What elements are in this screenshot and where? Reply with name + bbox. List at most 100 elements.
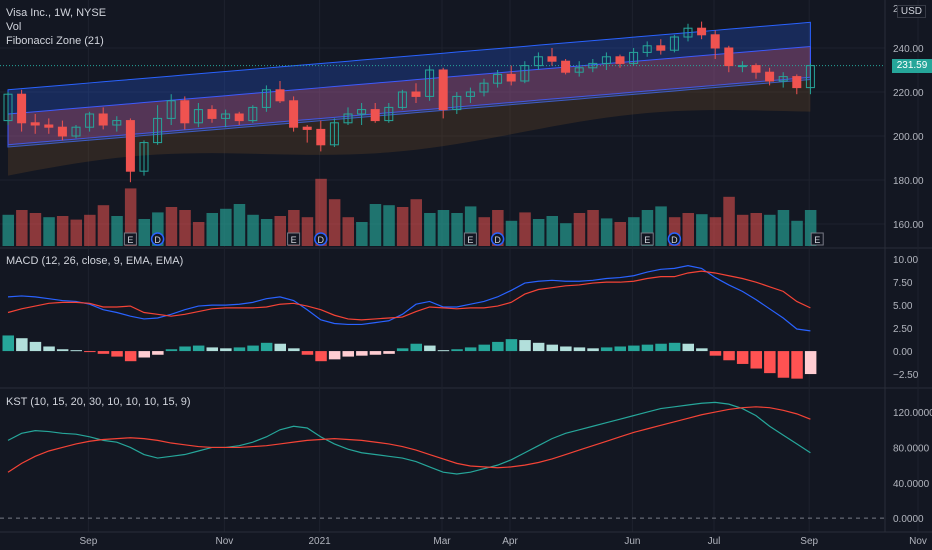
candle-down[interactable] xyxy=(697,27,707,36)
candle-up[interactable] xyxy=(493,73,503,84)
candle-up[interactable] xyxy=(629,51,639,64)
symbol-title[interactable]: Visa Inc., 1W, NYSE xyxy=(6,7,107,19)
candle-up[interactable] xyxy=(329,122,339,146)
candle-up[interactable] xyxy=(479,82,489,93)
candle-up[interactable] xyxy=(166,100,176,119)
macd-pane[interactable] xyxy=(2,265,817,379)
candle-down[interactable] xyxy=(275,89,285,102)
candle-up[interactable] xyxy=(465,91,475,97)
dividend-marker[interactable]: D xyxy=(490,232,505,246)
volume-bar xyxy=(124,188,137,246)
macd-line[interactable] xyxy=(7,265,811,332)
marker-letter: D xyxy=(318,235,325,245)
kst-legend[interactable]: KST (10, 15, 20, 30, 10, 10, 10, 15, 9) xyxy=(6,395,190,409)
candle-down[interactable] xyxy=(302,126,312,130)
kst-y-tick: 120.0000 xyxy=(893,408,932,419)
candle-up[interactable] xyxy=(357,109,367,115)
earnings-marker[interactable]: E xyxy=(810,232,824,246)
candle-down[interactable] xyxy=(17,93,27,124)
candle-down[interactable] xyxy=(370,109,380,122)
candle-down[interactable] xyxy=(724,47,734,67)
candle-up[interactable] xyxy=(574,67,584,73)
x-tick-label: Mar xyxy=(433,536,451,547)
candle-down[interactable] xyxy=(57,126,67,137)
candle-up[interactable] xyxy=(737,65,747,68)
candle-up[interactable] xyxy=(452,95,462,111)
kst-pane[interactable] xyxy=(0,401,885,519)
candle-up[interactable] xyxy=(85,113,95,128)
candle-down[interactable] xyxy=(44,124,54,128)
candle-up[interactable] xyxy=(588,62,598,69)
y-tick-label: 240.00 xyxy=(893,44,924,55)
marker-letter: E xyxy=(467,235,473,245)
candle-down[interactable] xyxy=(30,122,40,126)
candle-down[interactable] xyxy=(234,113,244,122)
candle-down[interactable] xyxy=(792,76,802,89)
candle-down[interactable] xyxy=(125,120,135,172)
kst-line[interactable] xyxy=(7,401,811,475)
candle-down[interactable] xyxy=(751,65,761,73)
volume-bar xyxy=(356,222,368,246)
candle-up[interactable] xyxy=(71,126,81,137)
candle-down[interactable] xyxy=(561,60,571,73)
vol-legend[interactable]: Vol xyxy=(6,21,22,33)
earnings-marker[interactable]: E xyxy=(640,232,654,246)
candle-down[interactable] xyxy=(411,91,421,97)
candle-up[interactable] xyxy=(3,93,13,122)
candle-up[interactable] xyxy=(805,65,815,89)
macd-signal-line[interactable] xyxy=(7,270,811,321)
candle-up[interactable] xyxy=(193,109,203,124)
candle-down[interactable] xyxy=(765,71,775,82)
candle-down[interactable] xyxy=(506,73,516,82)
candle-down[interactable] xyxy=(547,56,557,62)
macd-y-tick: 10.00 xyxy=(893,255,918,266)
candle-down[interactable] xyxy=(98,113,108,126)
macd-legend[interactable]: MACD (12, 26, close, 9, EMA, EMA) xyxy=(6,254,183,268)
volume-bar xyxy=(111,216,123,246)
fib-legend[interactable]: Fibonacci Zone (21) xyxy=(6,35,104,47)
candle-up[interactable] xyxy=(139,142,149,172)
x-tick-label: Sep xyxy=(800,536,818,547)
candle-down[interactable] xyxy=(316,128,326,146)
kst-signal-line[interactable] xyxy=(7,406,811,473)
candle-up[interactable] xyxy=(601,56,611,64)
candle-down[interactable] xyxy=(289,100,299,128)
candle-down[interactable] xyxy=(710,34,720,49)
earnings-marker[interactable]: E xyxy=(123,232,137,246)
candle-up[interactable] xyxy=(683,27,693,38)
candle-up[interactable] xyxy=(397,91,407,108)
earnings-marker[interactable]: E xyxy=(463,232,477,246)
candle-up[interactable] xyxy=(384,106,394,122)
volume-bar xyxy=(478,217,490,246)
currency-button[interactable]: USD xyxy=(896,5,926,18)
candle-up[interactable] xyxy=(153,117,163,144)
candle-up[interactable] xyxy=(642,45,652,53)
marker-letter: D xyxy=(671,235,678,245)
candle-up[interactable] xyxy=(221,113,231,119)
candle-up[interactable] xyxy=(533,56,543,67)
price-candles[interactable] xyxy=(3,21,815,183)
candle-up[interactable] xyxy=(343,113,353,124)
candle-up[interactable] xyxy=(520,65,530,82)
candle-up[interactable] xyxy=(778,76,788,82)
candle-up[interactable] xyxy=(669,36,679,51)
candle-up[interactable] xyxy=(248,106,258,122)
dividend-marker[interactable]: D xyxy=(314,232,328,246)
candle-up[interactable] xyxy=(112,120,122,126)
dividend-circle xyxy=(150,232,165,246)
volume-bar xyxy=(342,217,354,246)
candle-up[interactable] xyxy=(425,69,435,97)
candle-up[interactable] xyxy=(261,89,271,108)
earnings-marker[interactable]: E xyxy=(287,232,301,246)
candle-down[interactable] xyxy=(656,45,666,51)
candle-down[interactable] xyxy=(207,109,217,119)
macd-histogram-bar xyxy=(288,348,300,352)
candle-down[interactable] xyxy=(615,56,625,64)
candle-down[interactable] xyxy=(438,69,448,111)
x-tick-label: Apr xyxy=(502,536,518,547)
dividend-marker[interactable]: D xyxy=(150,232,165,246)
candle-down[interactable] xyxy=(180,100,190,124)
dividend-marker[interactable]: D xyxy=(667,232,682,246)
